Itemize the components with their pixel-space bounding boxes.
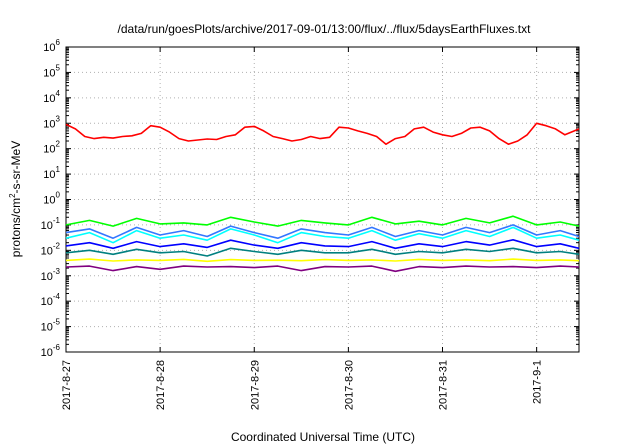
series-line — [65, 247, 580, 257]
x-axis-label: Coordinated Universal Time (UTC) — [231, 430, 415, 444]
y-tick-label: 10-5 — [41, 318, 61, 334]
series-line — [65, 258, 580, 263]
series-line — [65, 265, 580, 273]
y-axis-label: protons/cm2-s-sr-MeV — [8, 141, 23, 257]
x-tick-label: 2017-8-31 — [438, 360, 450, 410]
y-tick-label: 10-3 — [41, 267, 61, 283]
y-axis-label-pre: protons/cm — [9, 198, 23, 257]
series-line — [65, 215, 580, 227]
series-line — [65, 122, 580, 145]
x-tick-label: 2017-8-27 — [61, 360, 73, 410]
series-group — [65, 122, 580, 273]
y-tick-label: 105 — [43, 63, 60, 79]
y-axis-ticks: 10-6 10-5 10-4 10-3 10-2 10-1 100 101 102 103 104 1… — [41, 38, 579, 359]
x-tick-label: 2017-8-28 — [155, 360, 167, 410]
x-axis-ticks: 2017-8-27 2017-8-28 2017-8-29 2017-8-30 2017… — [61, 47, 544, 410]
y-tick-label: 102 — [43, 140, 60, 156]
x-tick-label: 2017-8-30 — [343, 360, 355, 410]
grid — [66, 47, 579, 352]
y-tick-label: 100 — [43, 191, 60, 207]
chart-title: /data/run/goesPlots/archive/2017-09-01/1… — [118, 22, 532, 36]
y-axis-label-sup: 2 — [8, 193, 17, 198]
y-tick-label: 10-1 — [41, 216, 61, 232]
y-tick-label: 104 — [43, 89, 60, 105]
x-tick-label: 2017-9-1 — [532, 360, 544, 404]
x-tick-label: 2017-8-29 — [249, 360, 261, 410]
y-tick-label: 106 — [43, 38, 60, 54]
y-tick-label: 10-2 — [41, 241, 61, 257]
y-axis-label-post: -s-sr-MeV — [9, 141, 23, 194]
series-line — [65, 224, 580, 239]
y-tick-label: 103 — [43, 114, 60, 130]
y-tick-label: 10-4 — [41, 292, 61, 308]
y-tick-label: 10-6 — [41, 343, 61, 359]
y-tick-label: 101 — [43, 165, 60, 181]
series-line — [65, 239, 580, 250]
series-line — [65, 226, 580, 244]
